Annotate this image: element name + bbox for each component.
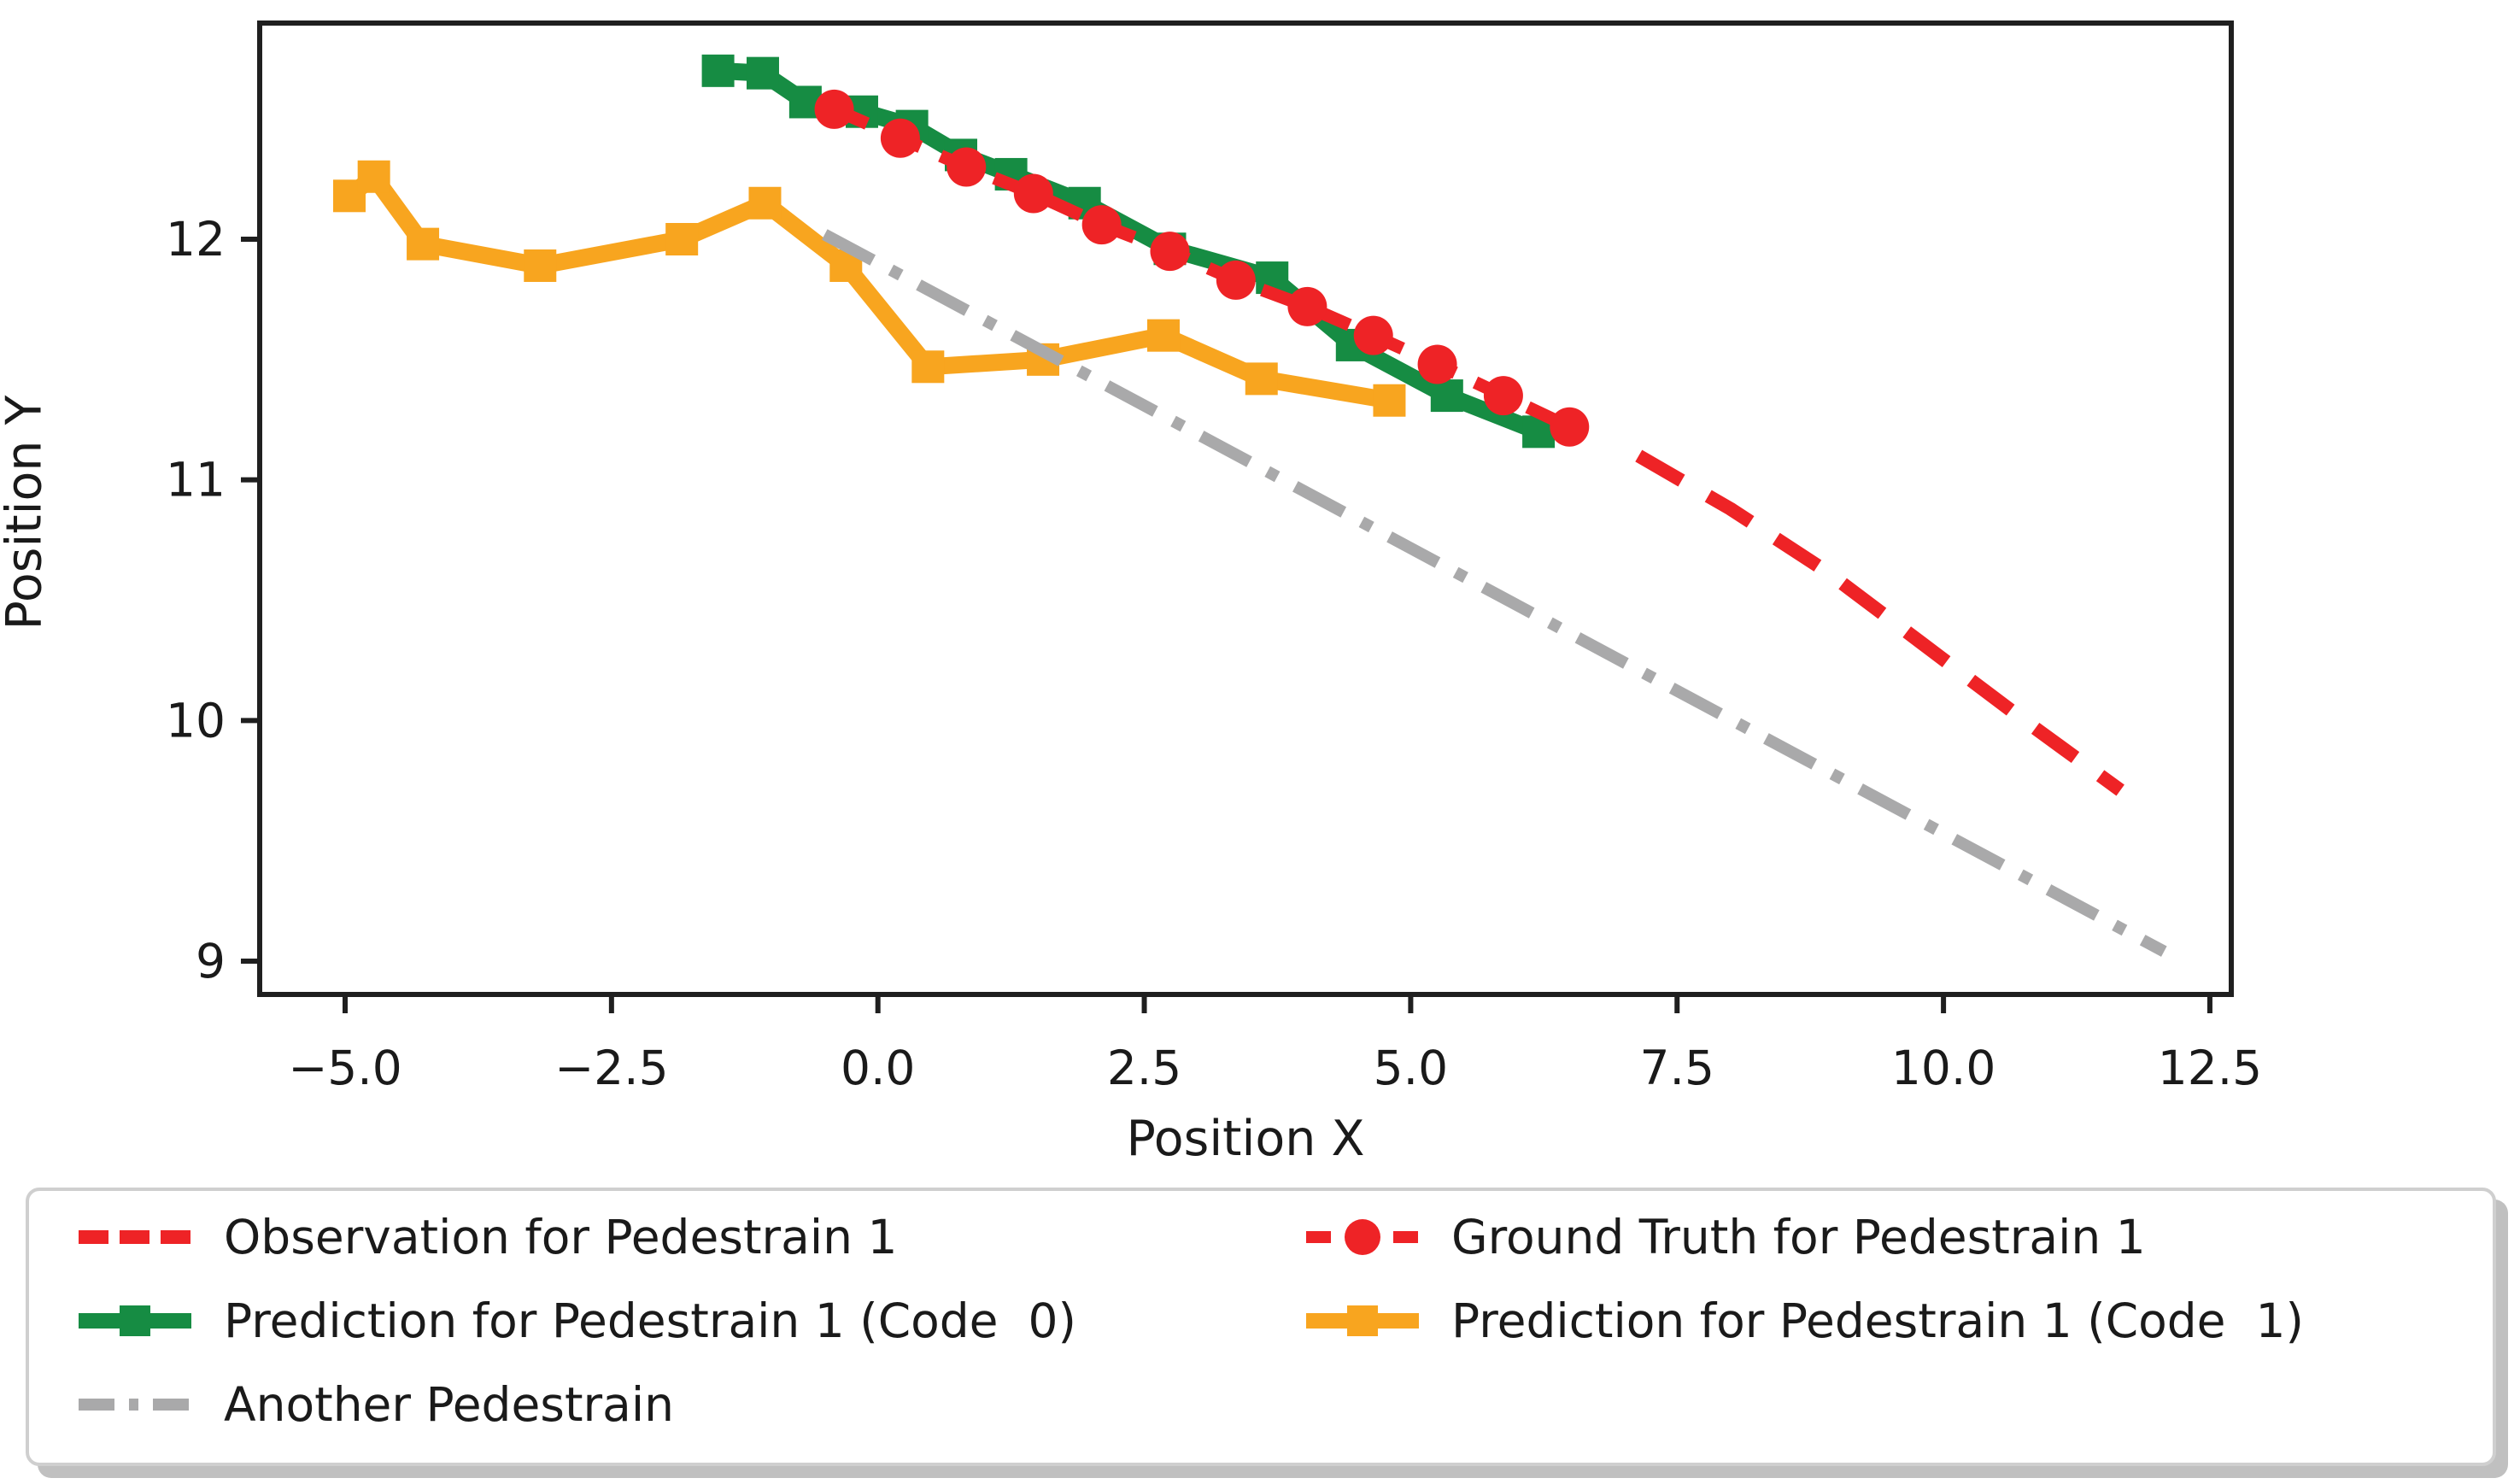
legend-square-marker [1347,1305,1378,1336]
x-tick-label: 0.0 [841,1041,915,1095]
square-marker [357,160,390,193]
series-line [821,229,2167,957]
legend-label: Prediction for Pedestrain 1 (Code 1) [1451,1293,2304,1348]
series-0 [1635,449,2124,796]
x-axis-title: Position X [1126,1111,1365,1167]
plot-frame [257,21,2234,997]
legend-label: Ground Truth for Pedestrain 1 [1451,1210,2146,1264]
circle-marker [814,89,854,129]
series-1 [814,89,1590,447]
red-dashed-line-icon [79,1230,191,1244]
square-marker [701,54,735,87]
x-tick-label: −2.5 [554,1041,669,1095]
legend-item-another-pedestrian: Another Pedestrain [79,1365,674,1444]
gray-dashdot-line-icon [79,1399,191,1411]
x-tick-label: 12.5 [2158,1041,2262,1095]
square-marker [524,249,557,282]
legend-label: Another Pedestrain [224,1377,674,1432]
x-tick-label: 2.5 [1107,1041,1181,1095]
square-marker [665,223,699,255]
y-tick-label: 12 [166,212,226,267]
x-tick-label: 5.0 [1374,1041,1448,1095]
square-marker [748,186,782,220]
circle-marker [1550,407,1590,447]
legend-item-ground-truth: Ground Truth for Pedestrain 1 [1306,1198,2146,1276]
series-line [1635,449,2124,796]
square-marker [746,56,779,90]
y-tick-label: 9 [196,934,226,988]
circle-marker [946,147,987,187]
legend-box: Observation for Pedestrain 1 Prediction … [26,1188,2496,1466]
green-square-line-icon [79,1305,191,1336]
y-tick-label: 11 [166,453,226,507]
square-marker [911,350,945,384]
legend-item-prediction-code0: Prediction for Pedestrain 1 (Code 0) [79,1282,1076,1360]
legend-circle-marker [1345,1219,1380,1255]
legend-label: Observation for Pedestrain 1 [224,1210,898,1264]
square-marker [1245,362,1278,396]
x-tick-label: 7.5 [1640,1041,1714,1095]
series-3 [332,160,1406,417]
red-circle-dashed-line-icon [1306,1219,1419,1255]
orange-square-line-icon [1306,1305,1419,1336]
circle-marker [1287,286,1327,326]
x-tick-label: 10.0 [1891,1041,1995,1095]
legend-label: Prediction for Pedestrain 1 (Code 0) [224,1293,1076,1348]
circle-marker [1417,344,1457,384]
circle-marker [1353,315,1393,355]
legend-item-observation: Observation for Pedestrain 1 [79,1198,897,1276]
axis-ticks: −5.0 −2.5 0.0 2.5 5.0 7.5 10.0 12.5 9 10 11 12 [166,212,2262,1095]
square-marker [1147,319,1181,352]
circle-marker [1081,205,1122,245]
y-axis-title: Position Y [0,395,53,631]
y-tick-label: 10 [166,693,226,748]
circle-marker [1216,260,1256,300]
square-marker [1430,379,1463,413]
square-marker [1373,384,1406,417]
square-marker [407,227,440,261]
circle-marker [1150,232,1190,272]
x-tick-label: −5.0 [288,1041,402,1095]
series-4 [821,229,2167,957]
circle-marker [1483,376,1523,416]
series-line [831,103,1573,433]
circle-marker [880,118,920,158]
legend-item-prediction-code1: Prediction for Pedestrain 1 (Code 1) [1306,1282,2304,1360]
circle-marker [1013,173,1053,214]
legend-square-marker [120,1305,150,1336]
